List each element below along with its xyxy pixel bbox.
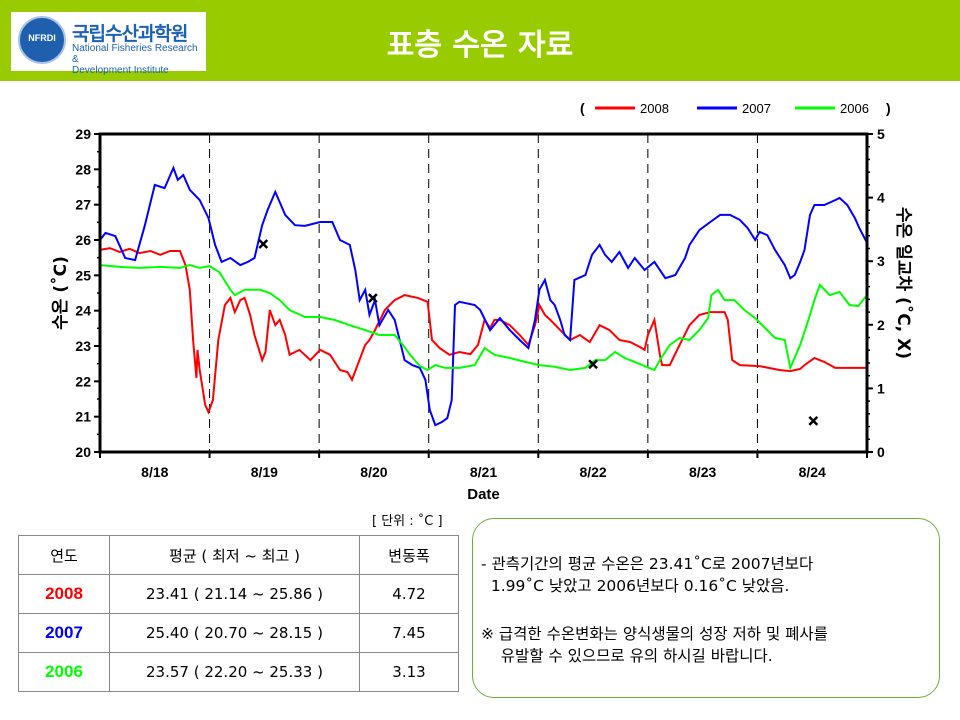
y-tick-label: 21 [75, 409, 91, 425]
y-tick-label: 22 [75, 373, 91, 389]
x-tick-label: 8/22 [579, 464, 606, 480]
range-cell: 7.45 [359, 613, 459, 653]
logo-english-name: National Fisheries Research & Developmen… [72, 43, 198, 76]
series-line-2006 [99, 264, 868, 372]
stats-cell: 25.40 ( 20.70 ~ 28.15 ) [109, 613, 360, 653]
daily-range-marker [367, 293, 378, 303]
header-mean: 평균 ( 최저 ~ 최고 ) [109, 535, 360, 575]
x-tick-label: 8/19 [251, 464, 278, 480]
table-header-row: 연도 평균 ( 최저 ~ 최고 ) 변동폭 [18, 535, 459, 575]
y-tick-label: 29 [75, 126, 91, 142]
x-tick-label: 8/24 [799, 464, 826, 480]
y-tick-label: 28 [75, 161, 91, 177]
legend-open-paren: ( [580, 100, 585, 116]
institute-logo[interactable]: NFRDI 국립수산과학원 National Fisheries Researc… [11, 12, 206, 76]
header-bar: NFRDI 국립수산과학원 National Fisheries Researc… [0, 0, 960, 81]
legend-label-2006: 2006 [840, 101, 869, 116]
legend-label-2008: 2008 [640, 101, 669, 116]
y2-tick-label: 2 [877, 317, 885, 333]
header-range: 변동폭 [359, 535, 459, 575]
y2-tick-label: 3 [877, 253, 885, 269]
year-cell: 2006 [18, 652, 110, 692]
plot-frame [98, 132, 869, 454]
stats-cell: 23.41 ( 21.14 ~ 25.86 ) [109, 574, 360, 614]
range-cell: 3.13 [359, 652, 459, 692]
x-tick-label: 8/21 [470, 464, 497, 480]
logo-korean-name: 국립수산과학원 [72, 23, 188, 45]
series-line-2008 [99, 247, 867, 415]
daily-range-marker [258, 239, 269, 249]
daily-range-marker [588, 359, 598, 370]
y2-axis-label: 수온 일교차 (˚C, X) [893, 207, 915, 359]
daily-range-marker [808, 415, 819, 426]
table-row: 2007 25.40 ( 20.70 ~ 28.15 ) 7.45 [18, 613, 459, 653]
header-year: 연도 [18, 535, 110, 575]
table-row: 2008 23.41 ( 21.14 ~ 25.86 ) 4.72 [18, 574, 459, 614]
summary-note-box: - 관측기간의 평균 수온은 23.41˚C로 2007년보다 1.99˚C 낮… [472, 518, 940, 698]
x-tick-label: 8/20 [360, 464, 387, 480]
y-tick-label: 25 [75, 267, 91, 283]
y-tick-label: 20 [75, 444, 91, 460]
y2-tick-label: 4 [877, 190, 885, 206]
table-row: 2006 23.57 ( 22.20 ~ 25.33 ) 3.13 [18, 652, 459, 692]
y2-tick-label: 0 [877, 444, 885, 460]
page-title: 표층 수온 자료 [386, 28, 574, 63]
legend-label-2007: 2007 [742, 101, 771, 116]
stats-table: 연도 평균 ( 최저 ~ 최고 ) 변동폭 2008 23.41 ( 21.14… [18, 535, 459, 692]
range-cell: 4.72 [359, 574, 459, 614]
x-tick-label: 8/18 [141, 464, 168, 480]
x-tick-label: 8/23 [689, 464, 716, 480]
warning-text: ※ 급격한 수온변화는 양식생물의 성장 저하 및 폐사를 유발할 수 있으므로… [481, 625, 828, 665]
y-tick-label: 27 [75, 197, 91, 213]
summary-text: - 관측기간의 평균 수온은 23.41˚C로 2007년보다 1.99˚C 낮… [481, 555, 814, 595]
y-tick-label: 23 [75, 338, 91, 354]
series-line-2007 [99, 165, 868, 427]
nfrdi-seal-icon: NFRDI [18, 16, 66, 64]
y-tick-label: 24 [75, 303, 91, 319]
y2-tick-label: 1 [877, 380, 885, 396]
year-cell: 2007 [18, 613, 110, 653]
x-axis-label: Date [467, 486, 500, 503]
y-tick-label: 26 [75, 232, 91, 248]
stats-cell: 23.57 ( 22.20 ~ 25.33 ) [109, 652, 360, 692]
y-axis-label: 수온 (˚C) [49, 256, 71, 330]
y2-tick-label: 5 [877, 126, 885, 142]
legend-close-paren: ) [886, 100, 891, 116]
year-cell: 2008 [18, 574, 110, 614]
unit-label: [ 단위 : ˚C ] [372, 514, 443, 529]
